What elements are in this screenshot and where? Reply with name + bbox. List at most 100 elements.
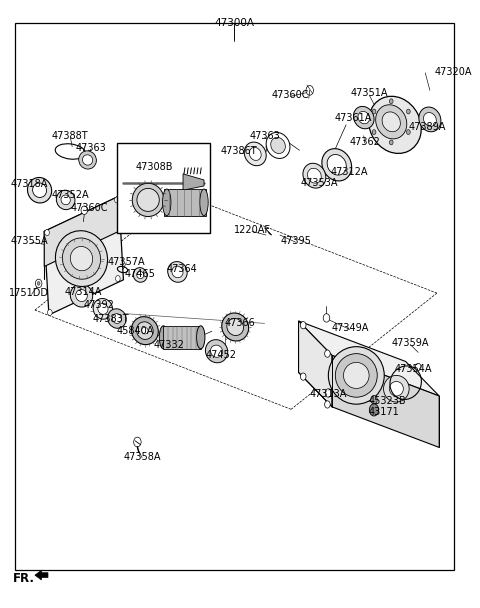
- Circle shape: [133, 437, 141, 447]
- Text: 47388T: 47388T: [52, 131, 89, 140]
- Ellipse shape: [61, 195, 70, 205]
- Ellipse shape: [56, 230, 108, 286]
- Ellipse shape: [142, 327, 148, 334]
- Bar: [117, 143, 210, 233]
- Ellipse shape: [112, 314, 121, 323]
- Ellipse shape: [244, 142, 266, 166]
- Ellipse shape: [376, 105, 407, 139]
- Ellipse shape: [200, 189, 208, 216]
- Polygon shape: [44, 196, 123, 315]
- Ellipse shape: [93, 299, 113, 319]
- Text: 47354A: 47354A: [395, 364, 432, 375]
- Text: 47308B: 47308B: [135, 162, 173, 172]
- Ellipse shape: [303, 164, 326, 188]
- Ellipse shape: [423, 112, 436, 126]
- Text: 47358A: 47358A: [123, 452, 161, 461]
- Text: 1220AF: 1220AF: [233, 225, 270, 235]
- Ellipse shape: [222, 313, 249, 341]
- Polygon shape: [44, 196, 119, 266]
- Circle shape: [115, 197, 119, 203]
- Ellipse shape: [336, 354, 377, 397]
- Circle shape: [389, 140, 393, 145]
- Text: 47320A: 47320A: [434, 67, 472, 77]
- Ellipse shape: [98, 303, 108, 314]
- Ellipse shape: [132, 317, 158, 345]
- Text: 47383T: 47383T: [93, 314, 129, 324]
- Ellipse shape: [322, 148, 352, 181]
- Ellipse shape: [196, 326, 205, 349]
- Circle shape: [45, 230, 49, 236]
- Text: 45323B: 45323B: [368, 396, 406, 406]
- Ellipse shape: [71, 246, 93, 271]
- Text: 47362: 47362: [349, 137, 380, 147]
- Text: 47351A: 47351A: [350, 88, 388, 98]
- Circle shape: [300, 373, 306, 380]
- Ellipse shape: [358, 111, 370, 124]
- Circle shape: [325, 389, 332, 397]
- Ellipse shape: [133, 268, 147, 282]
- Polygon shape: [35, 570, 48, 580]
- Text: 47452: 47452: [206, 350, 237, 361]
- Circle shape: [300, 322, 306, 329]
- Ellipse shape: [328, 347, 384, 404]
- Ellipse shape: [172, 266, 183, 278]
- Circle shape: [36, 279, 42, 288]
- Text: FR.: FR.: [13, 572, 35, 586]
- Circle shape: [324, 401, 330, 408]
- Text: 47366: 47366: [225, 319, 255, 328]
- Ellipse shape: [419, 107, 441, 132]
- Text: 47313A: 47313A: [310, 389, 347, 399]
- Circle shape: [407, 130, 410, 134]
- Ellipse shape: [205, 340, 228, 363]
- Ellipse shape: [308, 168, 321, 183]
- Ellipse shape: [271, 137, 286, 153]
- Text: 47352A: 47352A: [51, 190, 89, 200]
- Text: 47353A: 47353A: [300, 178, 338, 188]
- Text: 47386T: 47386T: [221, 147, 257, 156]
- Ellipse shape: [79, 151, 96, 169]
- Text: 45840A: 45840A: [117, 326, 154, 336]
- Text: 47357A: 47357A: [108, 257, 145, 267]
- Circle shape: [372, 130, 376, 134]
- Ellipse shape: [384, 375, 409, 402]
- Polygon shape: [183, 174, 204, 190]
- Ellipse shape: [344, 362, 369, 389]
- Polygon shape: [299, 321, 332, 407]
- Ellipse shape: [211, 345, 223, 358]
- Ellipse shape: [56, 190, 75, 210]
- Ellipse shape: [353, 106, 374, 129]
- Ellipse shape: [266, 133, 290, 159]
- Ellipse shape: [249, 147, 261, 161]
- Polygon shape: [268, 232, 272, 235]
- Ellipse shape: [369, 96, 421, 153]
- Text: 47395: 47395: [280, 236, 311, 246]
- Ellipse shape: [62, 238, 101, 279]
- Ellipse shape: [136, 322, 153, 339]
- Text: 47300A: 47300A: [214, 18, 254, 27]
- Circle shape: [416, 364, 421, 370]
- Text: 47349A: 47349A: [331, 323, 369, 333]
- Ellipse shape: [71, 284, 93, 307]
- Text: 47392: 47392: [84, 300, 115, 310]
- Circle shape: [407, 109, 410, 114]
- Ellipse shape: [76, 289, 87, 302]
- Text: 47465: 47465: [125, 269, 156, 278]
- Text: 47363: 47363: [75, 143, 106, 153]
- Bar: [164, 326, 201, 349]
- Text: 47312A: 47312A: [331, 167, 369, 177]
- Ellipse shape: [33, 183, 47, 198]
- Ellipse shape: [168, 261, 187, 282]
- Text: 47332: 47332: [154, 340, 184, 350]
- Ellipse shape: [163, 189, 171, 216]
- Ellipse shape: [382, 112, 400, 132]
- Text: 47364: 47364: [167, 264, 197, 274]
- Circle shape: [323, 314, 330, 322]
- Text: 43171: 43171: [369, 407, 400, 416]
- Ellipse shape: [159, 326, 168, 349]
- Text: 47318A: 47318A: [11, 179, 48, 189]
- Text: 47355A: 47355A: [11, 236, 48, 246]
- Circle shape: [369, 404, 379, 416]
- Circle shape: [48, 309, 52, 316]
- Ellipse shape: [132, 183, 164, 216]
- Ellipse shape: [83, 155, 93, 165]
